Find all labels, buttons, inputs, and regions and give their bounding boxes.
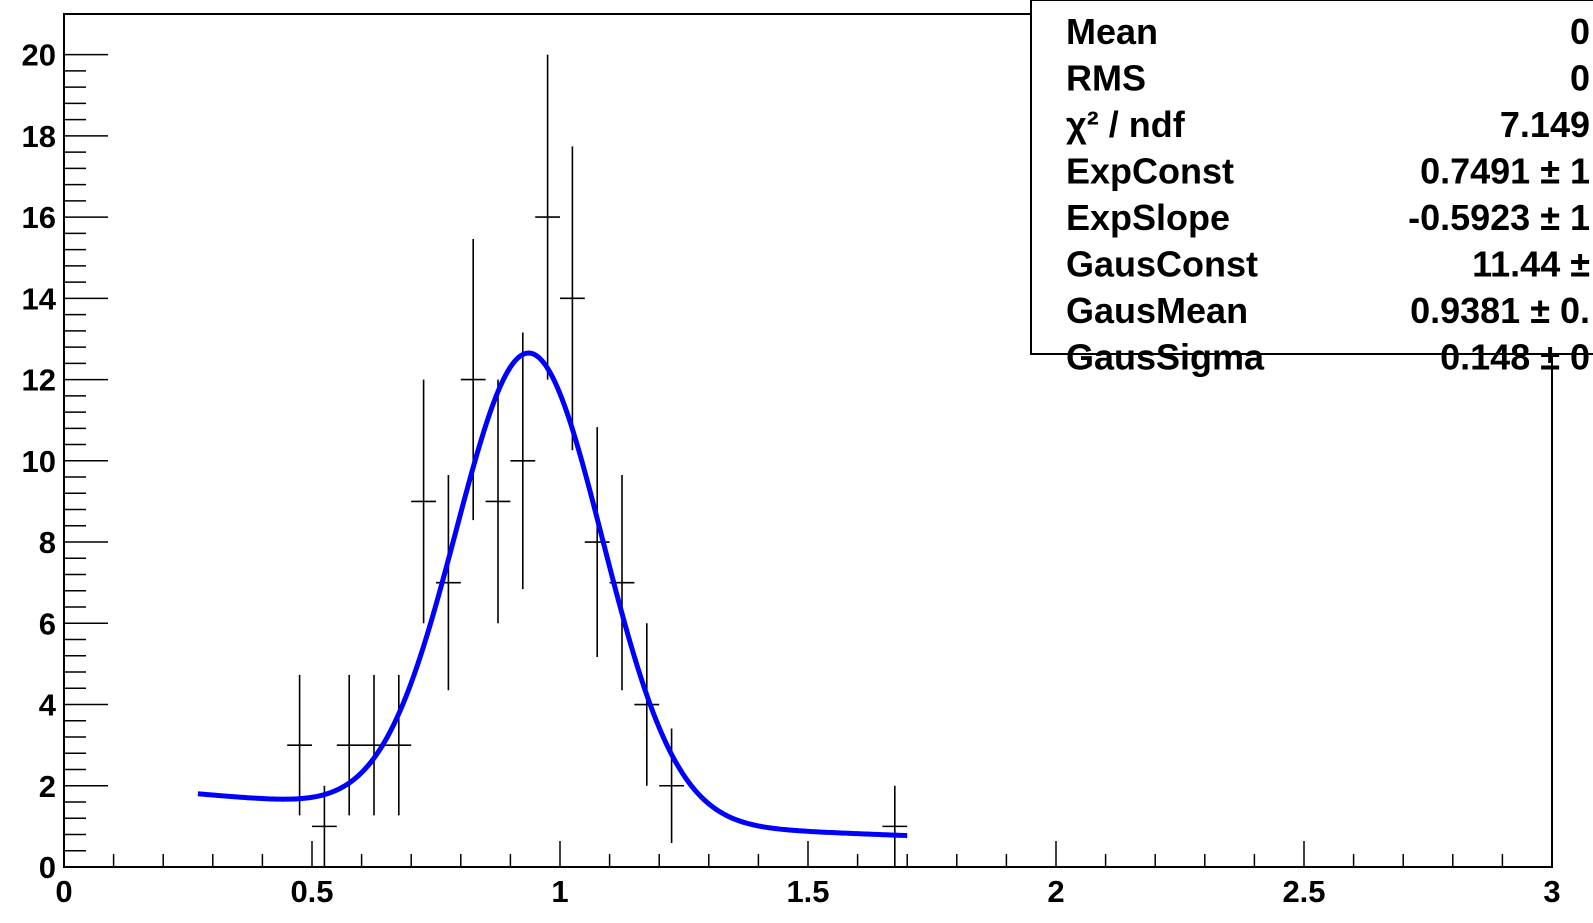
stats-value: 11.44 ±	[1472, 244, 1590, 285]
x-tick-label: 2	[1047, 874, 1064, 909]
data-point	[386, 674, 412, 816]
stats-value: 0	[1570, 58, 1590, 99]
data-point	[560, 146, 585, 451]
y-tick-label: 10	[22, 444, 56, 479]
stats-label: GausSigma	[1066, 337, 1265, 378]
x-tick-label: 3	[1543, 874, 1560, 909]
stats-label: GausMean	[1066, 290, 1248, 331]
y-tick-label: 0	[39, 850, 56, 885]
y-tick-label: 4	[39, 688, 57, 723]
x-tick-label: 1.5	[786, 874, 829, 909]
y-tick-label: 8	[39, 525, 56, 560]
x-tick-label: 2.5	[1282, 874, 1325, 909]
stats-value: 0	[1570, 11, 1590, 52]
data-points	[287, 54, 908, 867]
axis-ticks: 0 0.5 1 1.5 2 2.5 3 0 2 4 6 8 10 12 14 16 18 20	[22, 38, 1561, 909]
stats-label: ExpConst	[1066, 151, 1234, 192]
stats-label: Mean	[1066, 11, 1158, 52]
stats-value: -0.5923 ± 1	[1408, 197, 1590, 238]
fit-curve	[197, 350, 908, 839]
data-point	[535, 54, 560, 380]
fit-curve-group	[197, 350, 908, 839]
x-tick-label: 1	[551, 874, 568, 909]
x-tick-label: 0.5	[290, 874, 333, 909]
x-tick-label: 0	[55, 874, 72, 909]
y-tick-label: 14	[22, 281, 57, 316]
data-point	[312, 785, 337, 867]
data-point	[882, 785, 908, 867]
y-tick-label: 6	[39, 606, 56, 641]
stats-label: RMS	[1066, 58, 1146, 99]
stats-value: 0.7491 ± 1	[1420, 151, 1590, 192]
stats-box-frame	[1030, 0, 1593, 355]
stats-label: GausConst	[1066, 244, 1258, 285]
y-tick-label: 20	[22, 38, 56, 73]
stats-label: ExpSlope	[1066, 197, 1230, 238]
y-tick-label: 2	[39, 769, 56, 804]
stats-box: Mean 0 RMS 0 χ² / ndf 7.149 ExpConst 0.7491 ± 1…	[1030, 0, 1593, 378]
data-point	[336, 674, 362, 816]
y-tick-label: 12	[22, 363, 56, 398]
stats-value: 0.9381 ± 0.	[1410, 290, 1590, 331]
y-tick-label: 16	[22, 200, 56, 235]
data-point	[287, 674, 312, 816]
data-point	[460, 239, 486, 521]
data-point	[411, 379, 436, 624]
data-point	[485, 379, 511, 624]
stats-value: 0.148 ± 0	[1440, 337, 1590, 378]
data-point	[659, 728, 684, 844]
data-point	[510, 332, 536, 590]
y-tick-label: 18	[22, 119, 56, 154]
data-point	[584, 427, 610, 657]
data-point	[634, 623, 660, 786]
stats-value: 7.149	[1500, 104, 1590, 145]
stats-label: χ² / ndf	[1066, 104, 1186, 145]
